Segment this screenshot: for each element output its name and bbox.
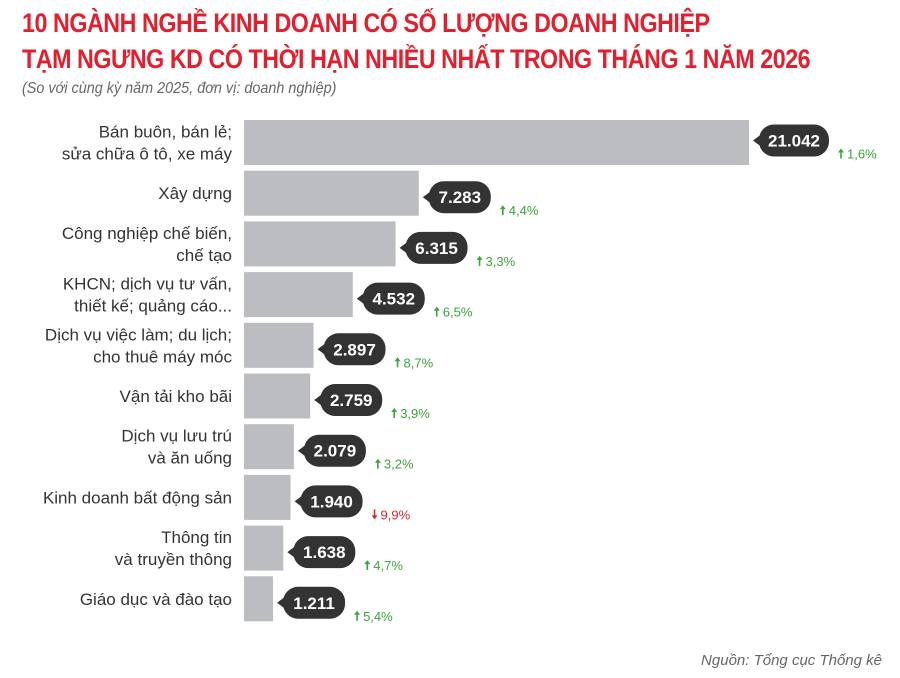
bar — [244, 424, 294, 470]
title-line-1: 10 NGÀNH NGHỀ KINH DOANH CÓ SỐ LƯỢNG DOA… — [22, 8, 710, 38]
change-label: 3,9% — [400, 406, 430, 421]
label-pointer — [314, 394, 323, 406]
category-label: Kinh doanh bất động sản — [43, 488, 232, 507]
value-label: 21.042 — [768, 132, 820, 151]
value-label: 1.638 — [303, 543, 346, 562]
value-label: 6.315 — [415, 239, 458, 258]
arrow-up-icon — [838, 148, 844, 159]
category-label: Công nghiệp chế biến, — [62, 224, 232, 243]
change-label: 9,9% — [381, 507, 411, 522]
bar — [244, 373, 311, 419]
bar — [244, 272, 353, 318]
bar-row: Xây dựng 7.283 4,4% — [158, 170, 539, 218]
value-label-bg — [283, 586, 346, 619]
value-label-bg — [759, 124, 829, 157]
bar — [244, 525, 284, 571]
category-label: chế tạo — [176, 246, 232, 265]
value-label: 7.283 — [439, 188, 482, 207]
bar — [244, 322, 314, 368]
value-label-bg — [405, 231, 468, 264]
category-label: Vận tải kho bãi — [120, 387, 232, 406]
label-pointer — [297, 444, 306, 457]
bar-row: Kinh doanh bất động sản 1.940 9,9% — [43, 474, 411, 522]
category-label: Dịch vụ lưu trú — [121, 427, 232, 446]
category-label: Giáo dục và đào tạo — [80, 590, 232, 609]
label-pointer — [287, 546, 296, 559]
change-label: 4,4% — [509, 203, 539, 218]
label-pointer — [422, 191, 431, 204]
category-label: Bán buôn, bán lẻ; — [99, 123, 232, 142]
bar — [244, 221, 396, 267]
source-note: Nguồn: Tổng cục Thống kê — [701, 652, 882, 669]
label-pointer — [399, 241, 408, 254]
bar-row: Giáo dục và đào tạo 1.211 5,4% — [80, 576, 393, 624]
arrow-up-icon — [374, 458, 381, 469]
category-label: sửa chữa ô tô, xe máy — [62, 145, 233, 164]
bar-row: Thông tin và truyền thông 1.638 4,7% — [115, 525, 403, 573]
label-pointer — [277, 596, 286, 609]
bar-row: Bán buôn, bán lẻ; sửa chữa ô tô, xe máy 21… — [62, 120, 877, 165]
label-pointer — [356, 292, 365, 305]
subtitle: (So với cùng kỳ năm 2025, đơn vị: doanh … — [22, 80, 337, 97]
category-label: KHCN; dịch vụ tư vấn, — [63, 275, 232, 294]
bar-row: Dịch vụ việc làm; du lịch; cho thuê máy m… — [45, 322, 434, 370]
category-label: thiết kế; quảng cáo... — [74, 297, 232, 316]
value-label: 2.079 — [314, 442, 357, 461]
bar — [244, 474, 291, 520]
label-pointer — [294, 495, 303, 508]
arrow-up-icon — [499, 205, 506, 216]
arrow-up-icon — [364, 560, 371, 571]
change-label: 5,4% — [363, 609, 393, 624]
category-label: và ăn uống — [148, 449, 232, 468]
value-label-bg — [303, 434, 366, 467]
category-label: Xây dựng — [158, 184, 232, 203]
bar-row: Dịch vụ lưu trú và ăn uống 2.079 3,2% — [121, 424, 414, 472]
bar — [244, 170, 419, 216]
label-pointer — [753, 134, 761, 147]
category-label: Dịch vụ việc làm; du lịch; — [45, 325, 232, 344]
change-label: 3,3% — [486, 254, 516, 269]
value-label-bg — [323, 333, 386, 366]
value-label-bg — [362, 282, 425, 315]
arrow-up-icon — [391, 408, 398, 418]
bar — [244, 120, 749, 165]
value-label-bg — [300, 485, 363, 518]
change-label: 3,2% — [384, 457, 414, 472]
value-label: 1.940 — [310, 492, 353, 511]
change-label: 1,6% — [847, 147, 877, 162]
category-label: Thông tin — [161, 528, 232, 547]
arrow-up-icon — [394, 357, 401, 368]
arrow-down-icon — [371, 509, 378, 520]
bar-row: KHCN; dịch vụ tư vấn, thiết kế; quảng cáo… — [63, 272, 473, 320]
arrow-up-icon — [476, 255, 483, 266]
value-label: 1.211 — [293, 594, 335, 613]
bar-row: Vận tải kho bãi 2.759 3,9% — [120, 373, 430, 421]
category-label: cho thuê máy móc — [93, 347, 232, 366]
value-label: 4.532 — [372, 290, 415, 309]
bar — [244, 576, 274, 622]
value-label-bg — [293, 536, 356, 569]
value-label-bg — [428, 181, 491, 214]
label-pointer — [317, 343, 326, 356]
value-label-bg — [320, 384, 383, 416]
change-label: 4,7% — [373, 558, 403, 573]
change-label: 8,7% — [404, 355, 434, 370]
bar-row: Công nghiệp chế biến, chế tạo 6.315 3,3% — [62, 221, 516, 269]
category-label: và truyền thông — [115, 550, 232, 569]
title-line-2: TẠM NGƯNG KD CÓ THỜI HẠN NHIỀU NHẤT TRON… — [22, 44, 811, 74]
change-label: 6,5% — [443, 305, 473, 320]
arrow-up-icon — [354, 610, 361, 621]
value-label: 2.759 — [330, 391, 373, 410]
arrow-up-icon — [433, 306, 440, 317]
value-label: 2.897 — [333, 340, 376, 359]
